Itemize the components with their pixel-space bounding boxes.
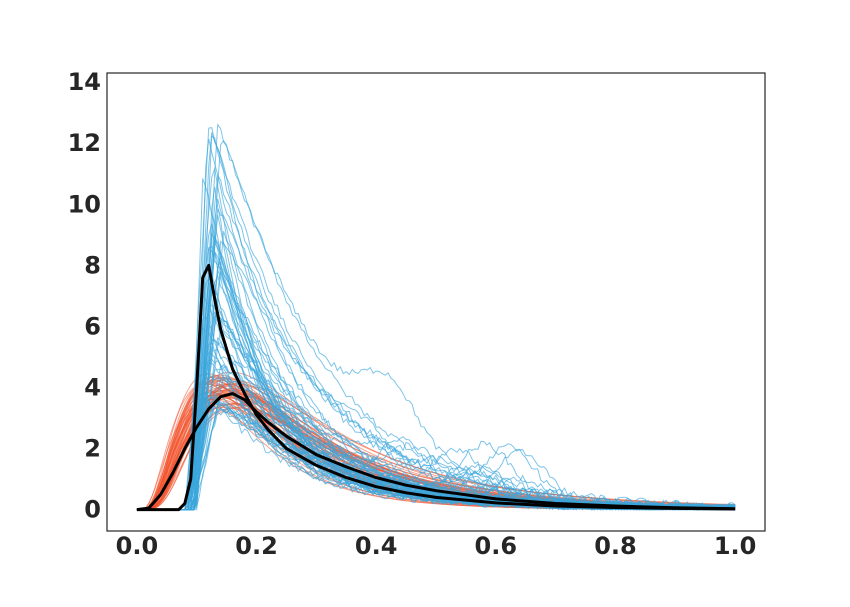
x-tick-label: 0.8 — [594, 532, 637, 560]
x-tick-label: 0.0 — [116, 532, 159, 560]
x-tick-label: 1.0 — [714, 532, 757, 560]
x-tick-label: 0.2 — [235, 532, 278, 560]
y-tick-label: 12 — [68, 129, 101, 157]
blue-curve — [136, 168, 736, 511]
y-tick-label: 0 — [84, 496, 101, 524]
y-tick-label: 8 — [84, 251, 101, 279]
y-tick-label: 6 — [84, 312, 101, 340]
blue-curve — [136, 240, 736, 511]
plot-frame — [106, 72, 766, 532]
y-tick-label: 10 — [68, 190, 101, 218]
y-tick-label: 2 — [84, 435, 101, 463]
x-tick-label: 0.4 — [355, 532, 398, 560]
y-tick-label: 14 — [68, 68, 101, 96]
blue-curve-bundle — [136, 123, 736, 511]
mean-curve-2 — [136, 392, 736, 512]
y-tick-label: 4 — [84, 373, 101, 401]
blue-curve — [136, 214, 736, 511]
y-axis: 0 2 4 6 8 10 12 14 — [68, 68, 101, 523]
blue-curve — [136, 123, 736, 511]
x-tick-label: 0.6 — [475, 532, 518, 560]
mean-curves — [136, 263, 736, 512]
x-axis: 0.0 0.2 0.4 0.6 0.8 1.0 — [116, 532, 757, 560]
